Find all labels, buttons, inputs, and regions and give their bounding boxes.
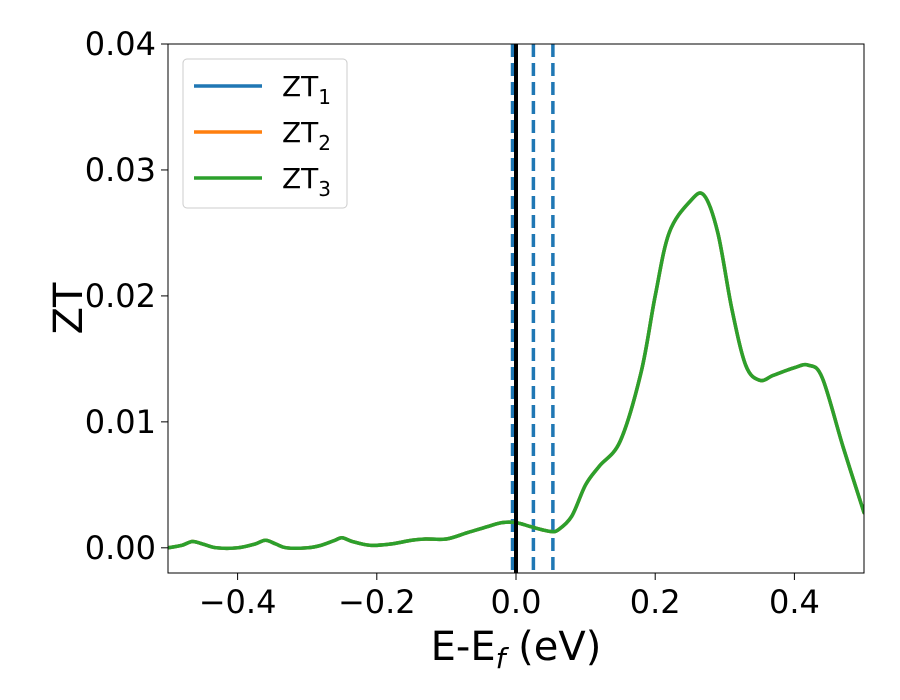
y-tick-label: 0.04 <box>85 25 156 63</box>
x-tick-label: −0.4 <box>199 583 277 621</box>
x-axis-label: E-Ef (eV) <box>431 624 602 675</box>
legend-label: ZT3 <box>282 162 331 201</box>
y-tick-label: 0.01 <box>85 403 156 441</box>
x-axis-label-main: E-E <box>431 624 496 670</box>
x-axis-ticks: −0.4 −0.2 0.0 0.2 0.4 <box>199 573 820 621</box>
vertical-lines <box>510 44 555 573</box>
y-axis-ticks: 0.00 0.01 0.02 0.03 0.04 <box>85 25 168 567</box>
series-line-zt3 <box>168 191 864 551</box>
y-tick-label: 0.02 <box>85 277 156 315</box>
legend: ZT1 ZT2 ZT3 <box>182 58 348 209</box>
x-tick-label: 0.4 <box>769 583 820 621</box>
x-tick-label: 0.0 <box>491 583 542 621</box>
legend-box <box>182 58 348 209</box>
x-tick-label: 0.2 <box>630 583 681 621</box>
series-lines <box>168 191 864 551</box>
y-tick-label: 0.03 <box>85 151 156 189</box>
legend-label: ZT1 <box>282 70 331 109</box>
y-tick-label: 0.00 <box>85 529 156 567</box>
x-tick-label: −0.2 <box>338 583 416 621</box>
x-axis-label-unit: (eV) <box>505 624 601 670</box>
y-axis-label: ZT <box>46 282 92 334</box>
legend-label: ZT2 <box>282 116 331 155</box>
